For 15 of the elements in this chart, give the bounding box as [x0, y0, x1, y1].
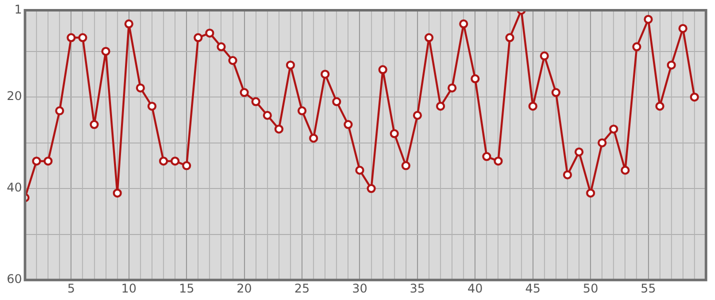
x-tick-label: 15	[178, 281, 194, 296]
x-tick-label: 30	[352, 281, 368, 296]
x-tick-label: 45	[525, 281, 541, 296]
x-tick-label: 40	[468, 281, 483, 296]
x-tick-label: 25	[294, 281, 310, 296]
x-tick-label: 35	[410, 281, 426, 296]
x-tick-label: 20	[236, 281, 252, 296]
x-tick-label: 55	[640, 281, 656, 296]
x-tick-label: 5	[67, 281, 75, 296]
y-tick-label: 40	[6, 180, 22, 195]
x-tick-label: 50	[582, 281, 598, 296]
y-tick-label: 20	[6, 89, 22, 104]
x-tick-label: 10	[121, 281, 137, 296]
y-tick-label: 1	[14, 2, 22, 16]
y-tick-label: 60	[6, 272, 22, 286]
